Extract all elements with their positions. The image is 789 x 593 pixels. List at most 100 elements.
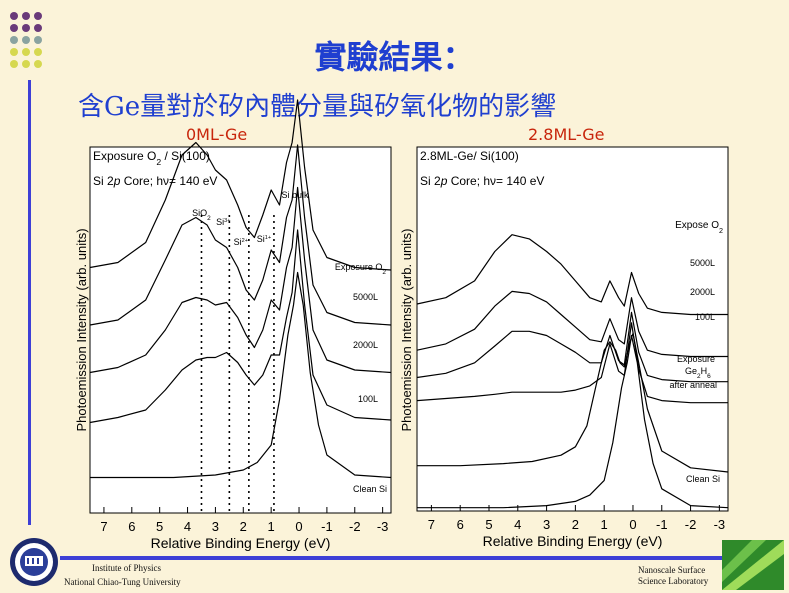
series-label2-1-4-part: H: [701, 366, 708, 376]
header-line2-part: Si 2: [93, 174, 114, 188]
institute-line2: National Chiao-Tung University: [64, 577, 181, 587]
header-line2-part: p: [113, 174, 121, 188]
header-line2-part: p: [440, 174, 448, 188]
header-line2-part: Core; hν= 140 eV: [120, 174, 217, 188]
x-tick-label-0-3: 4: [184, 519, 191, 534]
header-line1-0: Exposure O2 / Si(100): [93, 149, 210, 167]
footer-line: [60, 556, 730, 560]
x-tick-label-0-7: 0: [295, 519, 302, 534]
header-line2-part: Si 2: [420, 174, 441, 188]
decorative-dot: [34, 24, 42, 32]
series-label-1-0-part: 2: [719, 226, 723, 235]
peak-label-3-part: Si: [257, 234, 265, 244]
x-tick-label-0-4: 3: [212, 519, 219, 534]
series-label2-1-4-part: Ge: [685, 366, 697, 376]
x-tick-label-0-5: 2: [240, 519, 247, 534]
header-line1-1: 2.8ML-Ge/ Si(100): [420, 149, 519, 163]
series-label-0-3: 100L: [358, 394, 378, 404]
slide-title: 實驗結果：: [314, 38, 475, 76]
header-line2-1: Si 2p Core; hν= 140 eV: [420, 174, 544, 188]
x-tick-label-1-5: 2: [572, 517, 579, 532]
series-label2-1-4-part: 6: [707, 373, 711, 380]
x-tick-label-1-2: 5: [485, 517, 492, 532]
peak-label-2-part: 2+: [242, 238, 248, 244]
chart-canvas: Exposure O2 / Si(100)Si 2p Core; hν= 140…: [74, 99, 729, 551]
decorative-dot: [10, 24, 18, 32]
peak-label-1: Si3+: [216, 217, 230, 227]
decorative-dot: [34, 60, 42, 68]
university-logo-icon: [10, 538, 58, 586]
slide-subtitle: 含Ge量對於矽內體分量與矽氧化物的影響: [78, 92, 557, 122]
x-tick-label-1-6: 1: [601, 517, 608, 532]
panel-title-left: 0ML-Ge: [186, 125, 248, 144]
series-label-0-1: 5000L: [353, 292, 378, 302]
header-line2-0: Si 2p Core; hν= 140 eV: [93, 174, 217, 188]
series-label2-1-4: Ge2H6: [685, 366, 711, 380]
series-line-1-5: [417, 334, 729, 509]
peak-label-0-part: SiO: [192, 208, 207, 218]
lab-name: Nanoscale Surface Science Laboratory: [638, 565, 708, 587]
series-line-1-2: [416, 311, 728, 383]
peak-label-3: Si1+: [257, 234, 271, 244]
x-tick-label-1-4: 3: [543, 517, 550, 532]
x-tick-label-1-0: 7: [428, 517, 435, 532]
x-tick-label-0-8: -1: [321, 519, 333, 534]
series-label-1-0-part: Expose O: [675, 220, 719, 231]
lab-logo-icon: [722, 540, 784, 590]
decorative-dot: [34, 12, 42, 20]
x-tick-label-1-10: -3: [714, 517, 726, 532]
series-label-0-0-part: 2: [382, 269, 386, 276]
panel-title-right: 2.8ML-Ge: [528, 125, 605, 144]
series-label-0-2: 2000L: [353, 340, 378, 350]
x-tick-label-0-2: 5: [156, 519, 163, 534]
x-tick-label-0-10: -3: [377, 519, 389, 534]
header-line1-0-part: / Si(100): [161, 149, 210, 163]
series-line-1-3: [416, 322, 728, 404]
decorative-dot: [10, 60, 18, 68]
decorative-dot: [10, 36, 18, 44]
peak-label-3-part: 1+: [265, 235, 271, 241]
x-tick-label-1-7: 0: [629, 517, 636, 532]
series-line-0-4: [90, 271, 392, 479]
x-tick-label-1-8: -1: [656, 517, 668, 532]
series-line-0-3: [89, 229, 392, 424]
y-axis-label-1: Photoemission Intensity (arb. units): [399, 228, 414, 431]
x-tick-label-1-9: -2: [685, 517, 697, 532]
series-label-1-3: 100L: [695, 312, 715, 322]
decorative-dot: [22, 60, 30, 68]
x-tick-label-0-6: 1: [268, 519, 275, 534]
x-axis-label-0: Relative Binding Energy (eV): [151, 535, 331, 551]
x-tick-label-0-0: 7: [100, 519, 107, 534]
peak-label-1-part: 3+: [224, 218, 230, 224]
peak-label-1-part: Si: [216, 217, 224, 227]
series-line-1-0: [416, 234, 728, 316]
peak-label-0-part: 2: [207, 215, 211, 222]
header-line1-0-part: Exposure O: [93, 149, 156, 163]
x-axis-label-1: Relative Binding Energy (eV): [483, 533, 663, 549]
series-line-1-4: [417, 332, 729, 473]
plot-frame-1: [416, 146, 729, 512]
series-label-1-5: Clean Si: [686, 474, 720, 484]
series-label-1-2: 2000L: [690, 287, 715, 297]
x-tick-label-1-3: 4: [514, 517, 521, 532]
x-tick-label-1-1: 6: [457, 517, 464, 532]
header-line1-0-part: 2: [156, 157, 161, 167]
header-line2-part: Core; hν= 140 eV: [447, 174, 544, 188]
institute-line1: Institute of Physics: [92, 563, 161, 573]
series-line-0-2: [89, 186, 392, 374]
decorative-dot: [22, 36, 30, 44]
x-tick-label-0-9: -2: [349, 519, 361, 534]
series-label-0-4: Clean Si: [353, 484, 387, 494]
y-axis-label-0: Photoemission Intensity (arb. units): [74, 228, 89, 431]
peak-label-0: SiO2: [192, 208, 211, 222]
series-label-1-4: Exposure: [677, 354, 715, 364]
series-label-0-0: Exposure O2: [335, 262, 387, 276]
decorative-dot: [10, 12, 18, 20]
peak-label-4: Si bulk: [282, 190, 310, 200]
lab-line2: Science Laboratory: [638, 576, 709, 586]
plot-frame-0: [89, 146, 392, 514]
decorative-dot: [34, 36, 42, 44]
peak-label-2: Si2+: [234, 237, 248, 247]
series-line-0-0: [89, 99, 392, 271]
lab-line1: Nanoscale Surface: [638, 565, 706, 575]
